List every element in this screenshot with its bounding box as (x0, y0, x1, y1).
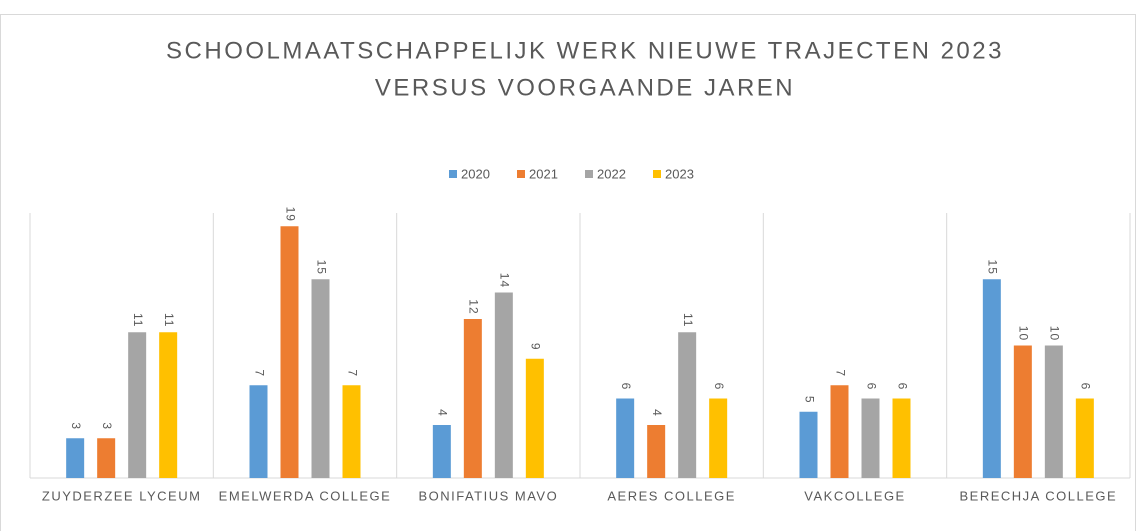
data-label: 3 (69, 422, 83, 430)
chart-title: VERSUS VOORGAANDE JAREN (375, 74, 795, 101)
legend-swatch (517, 170, 525, 178)
bar (494, 292, 513, 478)
bar (249, 385, 268, 478)
bar (432, 425, 451, 478)
data-label: 15 (986, 260, 1000, 275)
legend-swatch (653, 170, 661, 178)
data-label: 11 (681, 313, 695, 327)
bar (1075, 398, 1094, 478)
data-label: 10 (1048, 326, 1062, 341)
data-label: 7 (345, 369, 359, 377)
data-label: 3 (100, 422, 114, 430)
legend-label: 2021 (529, 166, 558, 181)
data-label: 6 (895, 383, 909, 391)
data-label: 4 (650, 409, 664, 417)
bar (892, 398, 911, 478)
legend-label: 2020 (461, 166, 490, 181)
bar (616, 398, 635, 478)
data-label: 14 (498, 273, 512, 288)
legend-label: 2023 (665, 166, 694, 181)
data-label: 6 (712, 383, 726, 391)
x-tick-label: AERES COLLEGE (607, 488, 736, 503)
bar (66, 438, 85, 478)
bar (678, 332, 697, 478)
data-label: 7 (833, 369, 847, 377)
data-label: 6 (619, 383, 633, 391)
bar (280, 226, 299, 478)
legend-label: 2022 (597, 166, 626, 181)
bar (830, 385, 849, 478)
data-label: 6 (864, 383, 878, 391)
x-tick-label: ZUYDERZEE LYCEUM (42, 488, 202, 503)
bar (342, 385, 361, 478)
x-tick-label: VAKCOLLEGE (804, 488, 905, 503)
bar (525, 358, 544, 478)
legend-swatch (449, 170, 457, 178)
data-label: 19 (283, 207, 297, 222)
data-label: 12 (467, 299, 481, 314)
data-label: 9 (529, 343, 543, 351)
bar (647, 425, 666, 478)
data-label: 11 (131, 313, 145, 327)
bar (1044, 345, 1063, 478)
data-label: 15 (314, 260, 328, 275)
bar (799, 411, 818, 478)
data-label: 4 (436, 409, 450, 417)
bar (311, 279, 330, 478)
bar (128, 332, 147, 478)
bar (709, 398, 728, 478)
x-tick-label: BERECHJA COLLEGE (960, 488, 1118, 503)
data-label: 7 (252, 369, 266, 377)
chart-frame (0, 14, 1136, 531)
bar (463, 319, 482, 478)
x-tick-label: EMELWERDA COLLEGE (219, 488, 392, 503)
data-label: 11 (162, 313, 176, 327)
legend-swatch (585, 170, 593, 178)
bar (1013, 345, 1032, 478)
bar (982, 279, 1001, 478)
bar (861, 398, 880, 478)
data-label: 10 (1017, 326, 1031, 341)
data-label: 6 (1079, 383, 1093, 391)
x-tick-label: BONIFATIUS MAVO (418, 488, 558, 503)
chart-title: SCHOOLMAATSCHAPPELIJK WERK NIEUWE TRAJEC… (166, 37, 1004, 64)
bar (97, 438, 116, 478)
data-label: 5 (802, 396, 816, 404)
bar (159, 332, 178, 478)
